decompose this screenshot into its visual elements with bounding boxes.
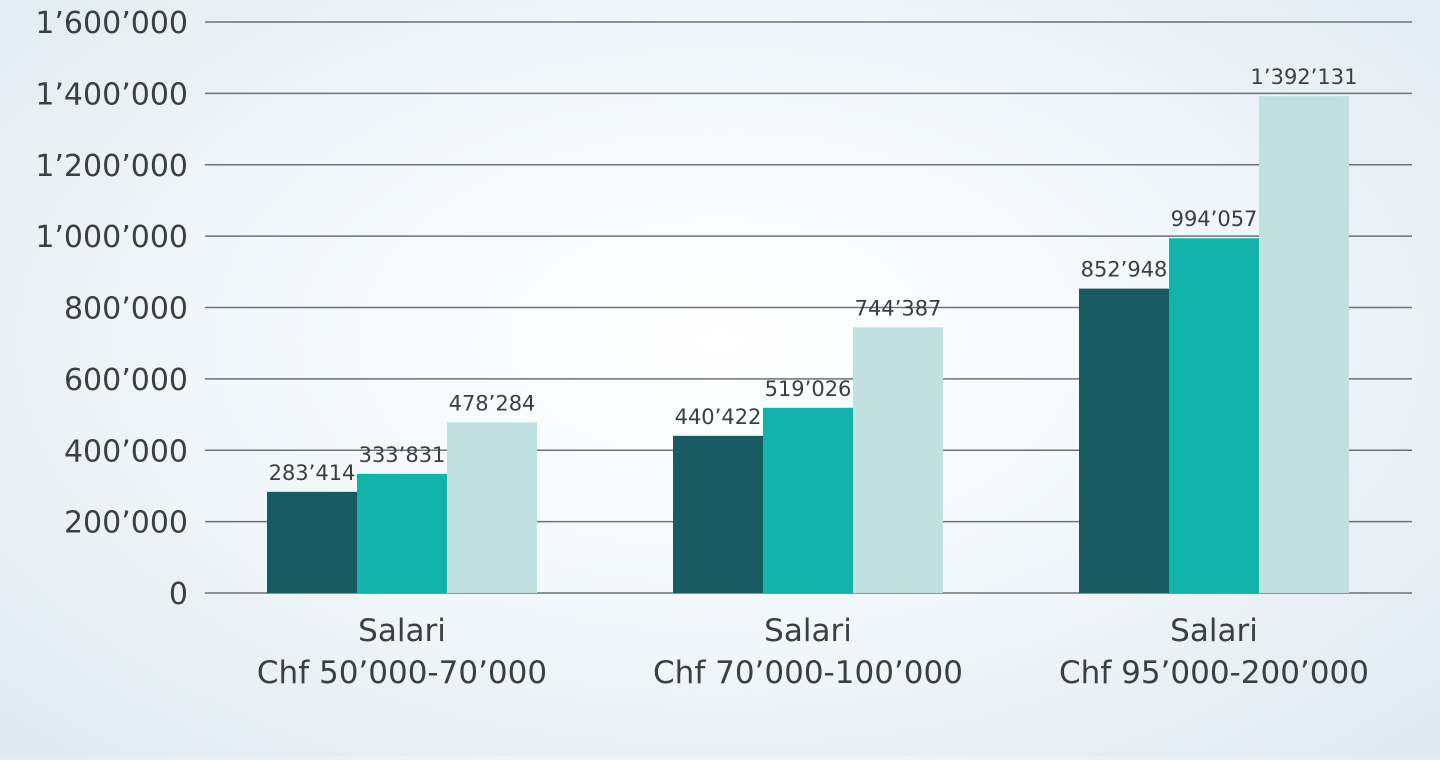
data-label: 283’414 [269,461,356,485]
bar-series-3-cat-3 [1259,96,1349,593]
labels-layer: 0 200’000 400’000 600’000 800’000 1’000’000 1’… [35,6,1369,691]
y-tick-label: 200’000 [64,506,188,541]
bar-series-3-cat-2 [853,327,943,593]
data-label: 994’057 [1171,207,1258,231]
y-tick-label: 1’400’000 [35,77,188,112]
bar-series-1-cat-1 [267,491,357,593]
y-tick-label: 0 [169,577,188,612]
data-label: 333’831 [359,443,446,467]
data-label: 440’422 [675,405,762,429]
category-label: Salari [1170,613,1258,649]
y-tick-label: 600’000 [64,363,188,398]
data-label: 1’392’131 [1251,65,1358,89]
category-label: Chf 95’000-200’000 [1059,655,1369,691]
y-tick-label: 1’200’000 [35,149,188,184]
category-label: Salari [764,613,852,649]
bar-series-1-cat-2 [673,435,763,593]
bars-layer [267,96,1349,593]
bar-series-2-cat-1 [357,473,447,593]
category-label: Chf 70’000-100’000 [653,655,963,691]
y-tick-label: 800’000 [64,292,188,327]
y-tick-label: 400’000 [64,434,188,469]
bar-series-1-cat-3 [1079,288,1169,593]
bar-series-2-cat-2 [763,407,853,593]
data-label: 478’284 [449,391,536,415]
bar-series-2-cat-3 [1169,238,1259,593]
data-label: 744’387 [855,296,942,320]
category-label: Chf 50’000-70’000 [257,655,547,691]
data-label: 519’026 [765,377,852,401]
y-tick-label: 1’600’000 [35,6,188,41]
data-label: 852’948 [1081,258,1168,282]
y-tick-label: 1’000’000 [35,220,188,255]
category-label: Salari [358,613,446,649]
bar-series-3-cat-1 [447,422,537,593]
